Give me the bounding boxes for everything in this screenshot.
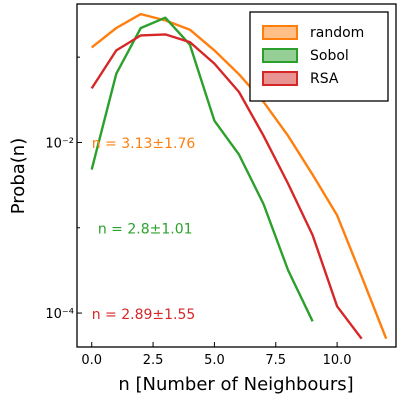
x-tick-label: 5.0 — [204, 353, 225, 368]
legend-label-rsa: RSA — [310, 71, 339, 87]
x-tick-label: 2.5 — [143, 353, 164, 368]
legend-swatch-random — [263, 26, 297, 39]
legend-label-sobol: Sobol — [310, 48, 349, 64]
x-tick-label: 7.5 — [265, 353, 286, 368]
annotation-1: n = 2.8±1.01 — [98, 222, 193, 238]
annotations: n = 3.13±1.76 n = 2.8±1.01 n = 2.89±1.55 — [92, 136, 196, 323]
y-axis-label: Proba(n) — [8, 138, 29, 214]
y-tick-label: 10⁻⁴ — [45, 307, 74, 322]
x-tick-label: 0.0 — [81, 353, 102, 368]
x-tick-label: 10.0 — [323, 353, 352, 368]
legend-label-random: random — [310, 25, 364, 41]
annotation-0: n = 3.13±1.76 — [92, 136, 196, 152]
legend: random Sobol RSA — [250, 12, 388, 101]
legend-swatch-rsa — [263, 72, 297, 85]
annotation-2: n = 2.89±1.55 — [92, 307, 196, 323]
y-tick-label: 10⁻² — [45, 136, 74, 151]
x-axis-label: n [Number of Neighbours] — [118, 374, 353, 395]
legend-swatch-sobol — [263, 49, 297, 62]
